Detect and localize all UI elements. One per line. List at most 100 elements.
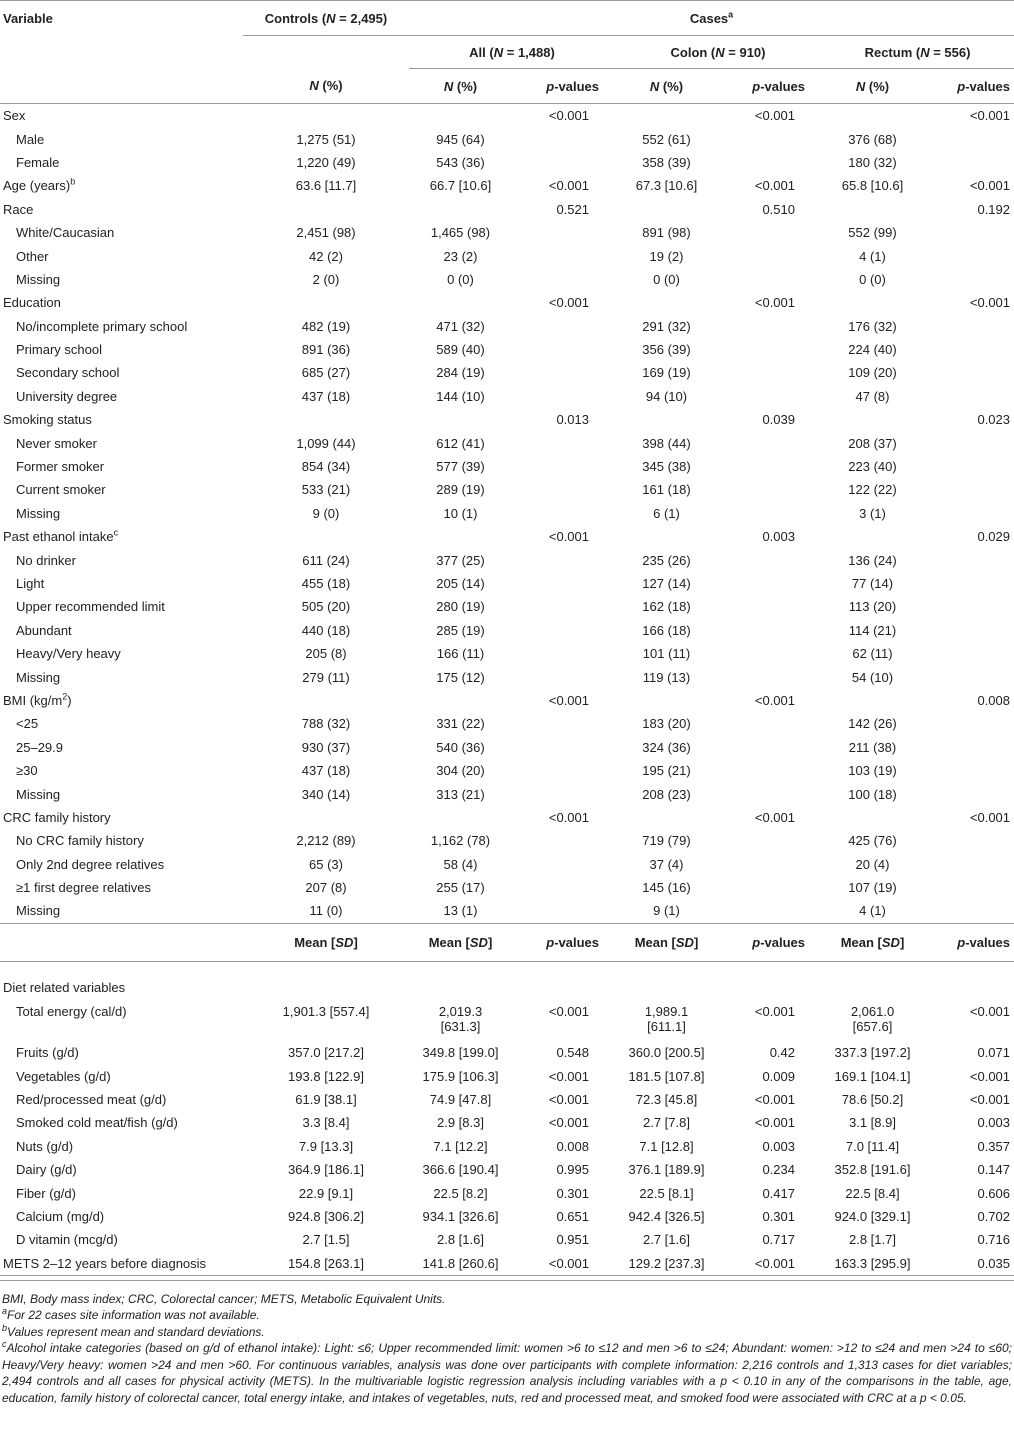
all-p-value: 0.548: [556, 1045, 589, 1061]
all-value: 1,465 (98): [430, 225, 491, 241]
rectum-value: 425 (76): [848, 833, 897, 849]
all-value: 166 (11): [436, 646, 485, 662]
all-value: 280 (19): [436, 599, 485, 615]
colon-p-value: <0.001: [754, 178, 795, 194]
rectum-value: 3 (1): [859, 505, 886, 521]
colon-p-value: <0.001: [754, 1004, 795, 1020]
variable-text: Current smoker: [16, 482, 106, 498]
controls-value: [243, 198, 409, 221]
rectum-value: [821, 104, 924, 128]
variable-label: No/incomplete primary school: [0, 315, 243, 338]
colon-p-value: [718, 502, 821, 525]
all-value: 612 (41): [436, 435, 485, 451]
table-row: Missing 11 (0) 13 (1) 9 (1) 4 (1): [0, 899, 1014, 923]
variable-text: Education: [3, 295, 61, 311]
rectum-value: 211 (38): [848, 739, 897, 755]
rectum-value: [821, 689, 924, 712]
table-row: Diet related variables: [0, 961, 1014, 999]
all-value: 577 (39): [436, 459, 485, 475]
rectum-p-header: p-values: [924, 68, 1014, 104]
all-value: [409, 104, 512, 128]
rectum-value-line1: 78.6 [50.2]: [841, 1092, 904, 1108]
controls-value: [243, 104, 409, 128]
colon-value: 719 (79): [642, 833, 691, 849]
variable-label: Missing: [0, 268, 243, 291]
all-p-value: <0.001: [548, 178, 589, 194]
all-n-pct-header: N (%): [409, 68, 512, 104]
rectum-p-value: [924, 151, 1014, 174]
colon-value: 183 (20): [642, 716, 691, 732]
variable-label: Abundant: [0, 619, 243, 642]
controls-value: 924.8 [306.2]: [288, 1208, 364, 1224]
rectum-p-value: <0.001: [969, 108, 1011, 124]
rectum-value: [821, 408, 924, 431]
rectum-value: 352.8 [191.6]: [821, 1158, 924, 1181]
controls-value: 207 (8): [305, 880, 347, 896]
controls-value: [243, 689, 409, 712]
rectum-mean-header: Mean [SD]: [821, 922, 924, 962]
variable-label: Calcium (mg/d): [0, 1205, 243, 1228]
all-p-value: [512, 712, 615, 735]
colon-p-value: [718, 315, 821, 338]
colon-p-value: <0.001: [754, 809, 795, 825]
colon-value-line1: 129.2 [237.3]: [628, 1255, 705, 1271]
controls-value: 440 (18): [301, 622, 351, 638]
all-value: 366.6 [190.4]: [409, 1158, 512, 1181]
all-value: 285 (19): [436, 622, 485, 638]
controls-value: 505 (20): [301, 599, 351, 615]
all-value-line2: [631.3]: [440, 1019, 481, 1035]
controls-value: [243, 806, 409, 829]
variable-text: No CRC family history: [16, 833, 144, 849]
variable-label: BMI (kg/m2): [0, 689, 243, 712]
all-value: 10 (1): [443, 505, 478, 521]
table-row: Only 2nd degree relatives 65 (3) 58 (4) 37 …: [0, 853, 1014, 876]
variable-text: Smoked cold meat/fish (g/d): [16, 1115, 178, 1131]
colon-p-value: [718, 361, 821, 384]
rectum-value: 7.0 [11.4]: [821, 1135, 924, 1158]
rectum-p-value: [924, 595, 1014, 618]
colon-p-value: [718, 385, 821, 408]
continuous-rows: Diet related variables Total energy (cal/…: [0, 961, 1014, 1276]
controls-value: 340 (14): [301, 786, 351, 802]
variable-label: University degree: [0, 385, 243, 408]
variable-text: Missing: [16, 786, 61, 802]
colon-p-value: [718, 736, 821, 759]
colon-p-value: [718, 151, 821, 174]
all-value: 589 (40): [436, 342, 485, 358]
rectum-value-line1: 3.1 [8.9]: [849, 1115, 896, 1131]
colon-value-line1: 2.7 [7.8]: [643, 1115, 690, 1131]
footnote-b: bValues represent mean and standard devi…: [2, 1322, 265, 1339]
variable-label: Red/processed meat (g/d): [0, 1088, 243, 1111]
controls-value: 193.8 [122.9]: [288, 1068, 364, 1084]
rectum-header: Rectum (N = 556): [821, 35, 1014, 69]
colon-p-value: [718, 712, 821, 735]
controls-value: 154.8 [263.1]: [243, 1251, 409, 1276]
rectum-p-value: 0.008: [977, 692, 1011, 708]
colon-p-value: <0.001: [754, 1115, 795, 1131]
table-row: Missing 9 (0) 10 (1) 6 (1) 3 (1): [0, 502, 1014, 525]
categorical-rows: Sex <0.001 <0.001 <0.001 Male 1,275 (51) 945 (…: [0, 104, 1014, 924]
variable-label: Primary school: [0, 338, 243, 361]
all-value-line1: 175.9 [106.3]: [422, 1068, 499, 1084]
rectum-p-value: [924, 853, 1014, 876]
variable-text: Female: [16, 154, 60, 170]
variable-text: Race: [3, 201, 34, 217]
variable-label: METS 2–12 years before diagnosis: [0, 1251, 243, 1276]
table-row: Primary school 891 (36) 589 (40) 356 (39) 22…: [0, 338, 1014, 361]
all-value: 23 (2): [443, 248, 478, 264]
variable-label: Female: [0, 151, 243, 174]
rectum-value: 114 (21): [848, 622, 897, 638]
all-p-value: 0.951: [556, 1232, 589, 1248]
all-value: 471 (32): [436, 318, 485, 334]
colon-value-line1: 2.7 [1.6]: [643, 1232, 690, 1248]
rectum-p-value: 0.147: [977, 1162, 1011, 1178]
colon-value: 195 (21): [642, 763, 691, 779]
rectum-p-value: <0.001: [969, 295, 1011, 311]
all-p-header-2: p-values: [512, 922, 615, 962]
rectum-p-value: [924, 268, 1014, 291]
all-p-value: [512, 268, 615, 291]
table-row: Total energy (cal/d) 1,901.3 [557.4] 2,019…: [0, 999, 1014, 1041]
rectum-value-line1: 169.1 [104.1]: [834, 1068, 911, 1084]
all-value: 331 (22): [436, 716, 485, 732]
variable-text: Diet related variables: [3, 979, 126, 995]
